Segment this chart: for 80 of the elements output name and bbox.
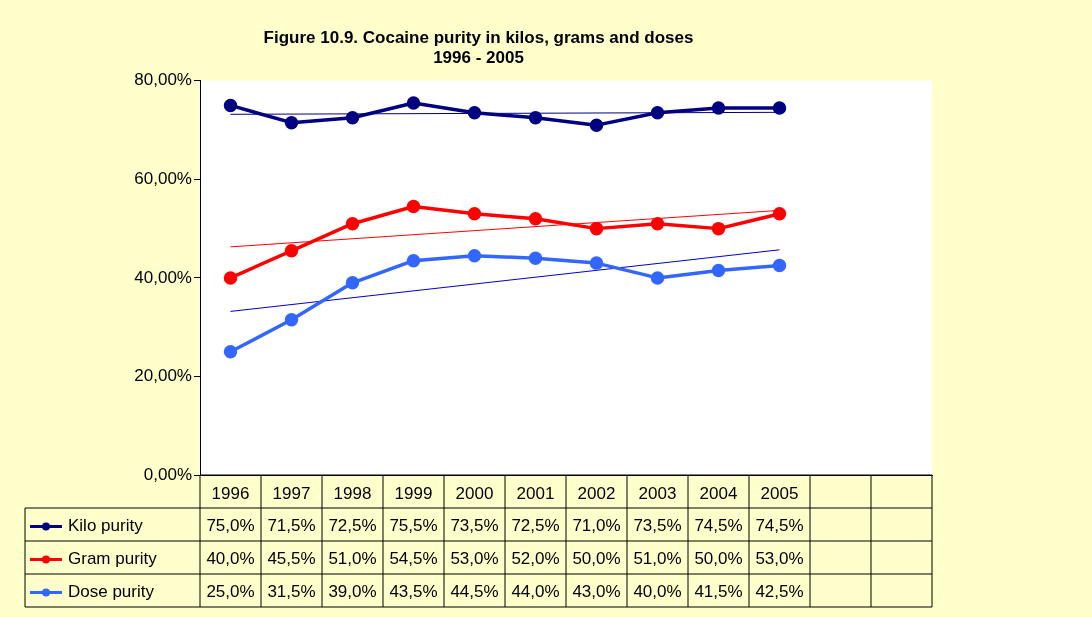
point [467,248,482,263]
data-label: 52,0% [511,549,560,569]
point [772,101,787,115]
point [406,96,421,110]
data-label: 50,0% [694,549,743,569]
data-label: 71,5% [267,516,316,536]
x-tick-label: 1998 [333,483,372,503]
point [772,258,787,273]
x-tick-label: 2004 [699,483,738,503]
data-label: 44,0% [511,582,560,602]
x-tick-label: 1997 [272,483,311,503]
data-label: 74,5% [694,516,743,536]
point [467,207,482,221]
point [345,216,360,231]
point [528,251,543,265]
point [711,221,726,236]
x-tick-label: 1999 [394,483,433,503]
chart-title: Figure 10.9. Cocaine purity in kilos, grams and doses [263,27,694,47]
y-tick-label: 80,00% [134,70,192,90]
legend-label: Gram purity [68,549,158,569]
data-label: 31,5% [267,582,316,602]
y-tick-label: 40,00% [134,267,192,287]
point [345,111,360,125]
data-label: 40,0% [633,582,682,602]
data-label: 72,5% [328,516,377,536]
point [284,244,299,258]
y-tick-label: 60,00% [134,169,192,189]
point [650,106,665,120]
chart-subtitle: 1996 - 2005 [433,48,524,68]
point [589,221,604,236]
data-label: 53,0% [755,549,804,569]
data-label: 25,0% [206,582,255,602]
data-label: 51,0% [328,549,377,569]
data-label: 75,0% [206,516,255,536]
data-label: 73,5% [633,516,682,536]
point [223,271,238,285]
legend-label: Kilo purity [68,516,144,536]
data-label: 41,5% [694,582,743,602]
point [406,199,421,214]
data-label: 45,5% [267,549,316,569]
data-label: 43,0% [572,582,621,602]
data-label: 75,5% [389,516,438,536]
data-label: 74,5% [755,516,804,536]
point [650,271,665,285]
point [711,101,726,115]
point [223,98,238,113]
point [528,111,543,125]
x-tick-label: 2005 [760,483,799,503]
x-tick-label: 2003 [638,483,677,503]
x-tick-label: 1996 [211,483,250,503]
data-label: 39,0% [328,582,377,602]
data-label: 42,5% [755,582,804,602]
point [528,212,543,226]
point [467,106,482,120]
point [284,115,299,130]
y-tick-label: 20,00% [134,366,192,386]
point [711,263,726,278]
x-tick-label: 2000 [455,483,494,503]
point [223,345,238,359]
data-label: 72,5% [511,516,560,536]
point [589,118,604,132]
data-label: 51,0% [633,549,682,569]
y-tick-label: 0,00% [143,464,192,484]
data-label: 71,0% [572,516,621,536]
point [650,216,665,231]
data-label: 54,5% [389,549,438,569]
data-label: 73,5% [450,516,499,536]
point [284,313,299,327]
point [772,207,787,221]
x-tick-label: 2002 [577,483,616,503]
data-label: 40,0% [206,549,255,569]
data-label: 44,5% [450,582,499,602]
x-tick-label: 2001 [516,483,555,503]
legend-label: Dose purity [68,582,155,602]
data-label: 50,0% [572,549,621,569]
point [406,253,421,268]
data-label: 43,5% [389,582,438,602]
point [589,256,604,270]
data-label: 53,0% [450,549,499,569]
point [345,276,360,290]
